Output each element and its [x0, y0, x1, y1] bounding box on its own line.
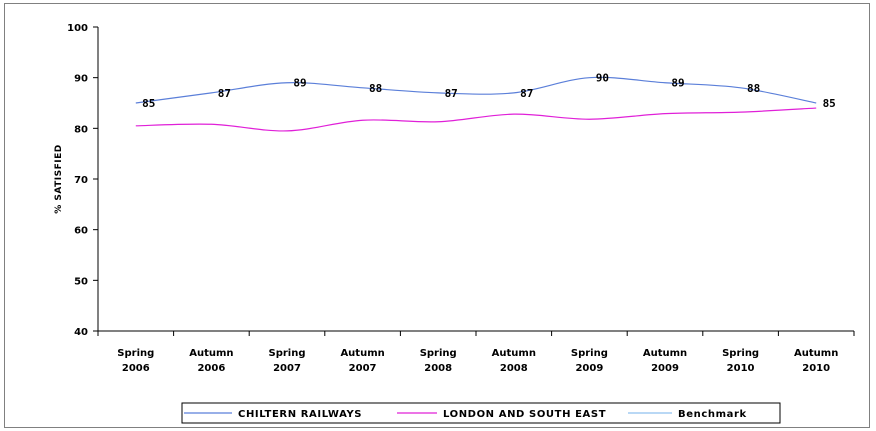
x-tick-label-line: 2009: [651, 363, 679, 374]
x-tick-label-line: 2009: [575, 363, 603, 374]
y-tick-label: 70: [74, 175, 88, 186]
y-axis-title: % SATISFIED: [54, 144, 64, 213]
x-tick-label: Spring 2007: [269, 348, 306, 374]
x-tick-label: Spring 2008: [420, 348, 457, 374]
data-label: 88: [747, 82, 760, 95]
x-tick-label-line: Autumn: [340, 348, 384, 359]
x-tick-label: Spring 2010: [722, 348, 759, 374]
x-tick-label: Autumn 2010: [794, 348, 838, 374]
x-tick-label-line: 2007: [349, 363, 377, 374]
y-tick-label: 40: [74, 327, 88, 338]
series-line-london-and-south-east: [135, 107, 817, 132]
series-line-chiltern-railways: [135, 76, 817, 104]
x-tick-label-line: 2006: [122, 363, 150, 374]
data-label: 88: [369, 82, 382, 95]
x-tick-label-line: Spring: [722, 348, 759, 359]
legend-label: Benchmark: [678, 409, 747, 420]
x-tick-label-line: Autumn: [189, 348, 233, 359]
x-tick-label: Autumn 2009: [643, 348, 687, 374]
data-label: 90: [596, 72, 609, 85]
x-tick-label-line: 2010: [802, 363, 830, 374]
x-tick-label: Spring 2009: [571, 348, 608, 374]
data-label: 89: [671, 77, 684, 90]
x-tick-label-line: 2010: [727, 363, 755, 374]
legend-label: CHILTERN RAILWAYS: [238, 409, 362, 420]
x-tick-label-line: Spring: [269, 348, 306, 359]
x-tick-label-line: Spring: [117, 348, 154, 359]
x-tick-label-line: 2007: [273, 363, 301, 374]
x-tick-label-line: 2008: [424, 363, 452, 374]
x-tick-label: Autumn 2006: [189, 348, 233, 374]
x-tick-label-line: 2006: [197, 363, 225, 374]
x-tick-label-line: Spring: [571, 348, 608, 359]
data-label: 85: [823, 97, 836, 110]
x-tick-label: Autumn 2007: [340, 348, 384, 374]
y-tick-label: 50: [74, 276, 88, 287]
x-tick-label: Spring 2006: [117, 348, 154, 374]
data-label: 85: [142, 97, 155, 110]
y-tick-label: 90: [74, 74, 88, 85]
data-label: 87: [520, 87, 533, 100]
legend-label: LONDON AND SOUTH EAST: [443, 409, 606, 420]
y-tick-label: 100: [67, 23, 88, 34]
data-label: 87: [445, 87, 458, 100]
chart-frame: [4, 3, 870, 428]
x-tick-label-line: Autumn: [643, 348, 687, 359]
legend-box: [181, 402, 781, 424]
x-tick-label-line: Autumn: [492, 348, 536, 359]
y-tick-label: 80: [74, 124, 88, 135]
x-tick-label: Autumn 2008: [492, 348, 536, 374]
x-tick-label-line: 2008: [500, 363, 528, 374]
data-label: 87: [218, 87, 231, 100]
data-label: 89: [293, 77, 306, 90]
y-tick-label: 60: [74, 226, 88, 237]
x-tick-label-line: Autumn: [794, 348, 838, 359]
x-tick-label-line: Spring: [420, 348, 457, 359]
